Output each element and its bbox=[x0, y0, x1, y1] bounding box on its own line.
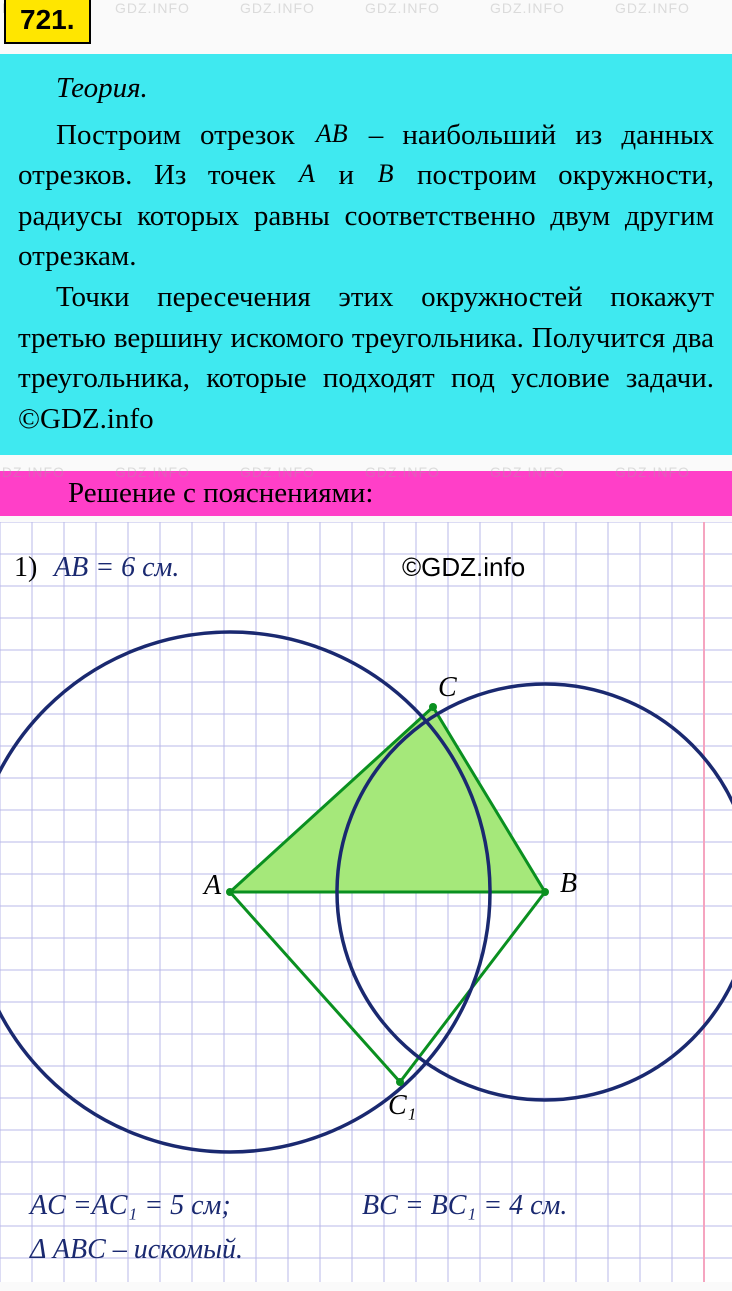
problem-number: 721. bbox=[4, 0, 91, 44]
item-number: 1) bbox=[14, 552, 37, 584]
theory-paragraph-1: Построим отрезок AB – наибольший из данн… bbox=[18, 115, 714, 277]
var-ab: AB bbox=[314, 119, 350, 148]
text-part: и bbox=[317, 159, 376, 191]
solution-header: Решение с пояснениями: bbox=[0, 471, 732, 516]
point-c1-label: С₁ bbox=[388, 1090, 416, 1122]
theory-paragraph-2: Точки пересечения этих окружностей покаж… bbox=[18, 277, 714, 439]
point-a-label: A bbox=[204, 870, 221, 902]
ac-measure: AC =AC₁ = 5 см; bbox=[30, 1190, 231, 1222]
geometry-diagram bbox=[0, 522, 732, 1282]
theory-title: Теория. bbox=[18, 68, 714, 109]
copyright-label: ©GDZ.info bbox=[402, 552, 525, 583]
diagram-area: 1) AB = 6 см. ©GDZ.info A B C С₁ AC =AC₁… bbox=[0, 522, 732, 1282]
point-b-label: B bbox=[560, 868, 577, 900]
var-a: A bbox=[297, 159, 317, 188]
conclusion: Δ ABC – искомый. bbox=[30, 1234, 243, 1266]
var-b: B bbox=[376, 159, 396, 188]
theory-box: Теория. Построим отрезок AB – наибольший… bbox=[0, 54, 732, 455]
ab-measure: AB = 6 см. bbox=[54, 552, 179, 584]
bc-measure: BC = BC₁ = 4 см. bbox=[362, 1190, 567, 1222]
point-c-label: C bbox=[438, 672, 457, 704]
text-part: Построим отрезок bbox=[56, 119, 314, 151]
